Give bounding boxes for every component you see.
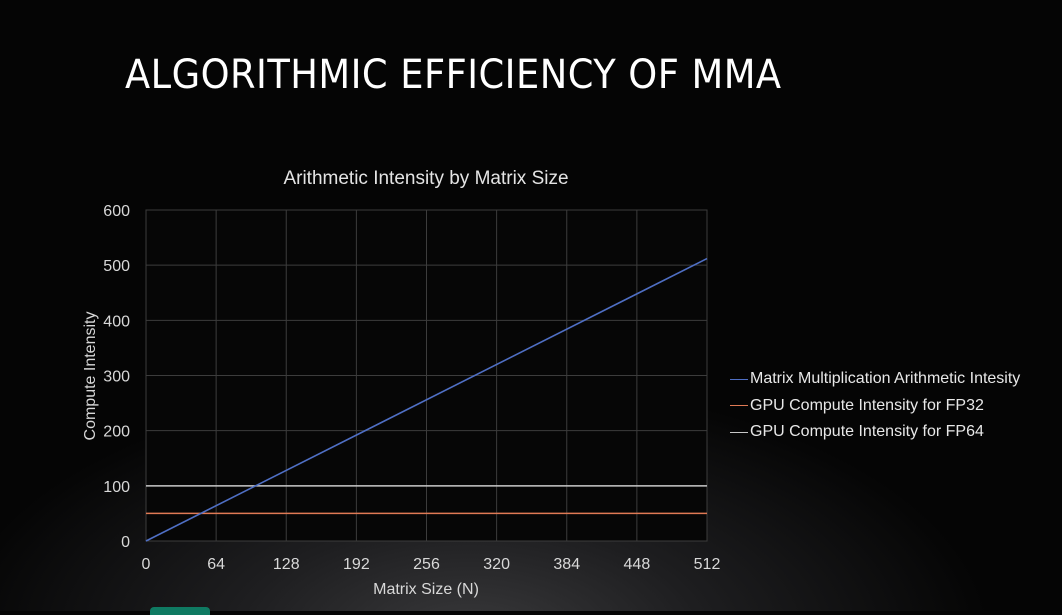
x-tick-label: 256 xyxy=(413,556,440,573)
y-tick-label: 0 xyxy=(121,534,130,551)
slide-title: ALGORITHMIC EFFICIENCY OF MMA xyxy=(125,52,782,98)
y-tick-labels: 0 100 200 300 400 500 600 xyxy=(103,203,130,551)
legend-label: Matrix Multiplication Arithmetic Intesit… xyxy=(750,370,1021,388)
chart-title: Arithmetic Intensity by Matrix Size xyxy=(283,168,569,189)
legend: Matrix Multiplication Arithmetic Intesit… xyxy=(730,366,1020,446)
y-tick-label: 300 xyxy=(103,369,130,386)
legend-item-mma: Matrix Multiplication Arithmetic Intesit… xyxy=(730,366,1020,393)
y-tick-label: 500 xyxy=(103,258,130,275)
legend-swatch xyxy=(730,431,748,433)
x-tick-label: 128 xyxy=(273,556,300,573)
legend-item-fp32: GPU Compute Intensity for FP32 xyxy=(730,393,1020,420)
x-tick-label: 512 xyxy=(694,556,721,573)
legend-swatch xyxy=(730,405,748,407)
series-line xyxy=(145,257,708,542)
legend-item-fp64: GPU Compute Intensity for FP64 xyxy=(730,419,1020,446)
legend-swatch xyxy=(730,378,748,380)
y-tick-label: 600 xyxy=(103,203,130,220)
series-lines xyxy=(145,257,708,542)
y-tick-label: 400 xyxy=(103,313,130,330)
x-tick-label: 448 xyxy=(624,556,651,573)
x-tick-labels: 0 64 128 192 256 320 384 448 512 xyxy=(142,556,721,573)
y-tick-label: 200 xyxy=(103,424,130,441)
logo-icon xyxy=(150,607,210,615)
y-axis-label: Compute Intensity xyxy=(82,312,99,441)
x-tick-label: 64 xyxy=(207,556,225,573)
grid-lines xyxy=(145,209,708,542)
y-tick-label: 100 xyxy=(103,479,130,496)
legend-label: GPU Compute Intensity for FP32 xyxy=(750,396,984,414)
x-axis-label: Matrix Size (N) xyxy=(373,581,479,598)
x-tick-label: 192 xyxy=(343,556,370,573)
x-tick-label: 320 xyxy=(483,556,510,573)
legend-label: GPU Compute Intensity for FP64 xyxy=(750,423,984,441)
x-tick-label: 0 xyxy=(142,556,151,573)
x-tick-label: 384 xyxy=(553,556,580,573)
